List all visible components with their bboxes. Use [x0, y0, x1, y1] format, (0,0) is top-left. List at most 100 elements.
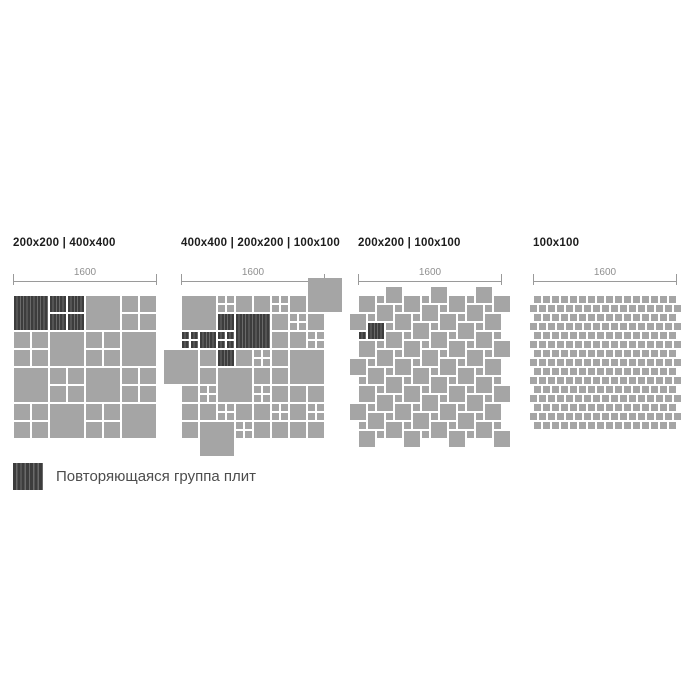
- tile: [485, 350, 492, 357]
- tile: [633, 422, 640, 429]
- tile: [86, 332, 102, 348]
- tile: [534, 314, 541, 321]
- tile: [431, 332, 447, 348]
- tile: [561, 314, 568, 321]
- tile: [583, 359, 591, 366]
- tile: [588, 386, 595, 393]
- tile: [413, 314, 420, 321]
- tile: [218, 404, 225, 411]
- dimension-tick-left: [533, 274, 534, 285]
- tile: [359, 341, 375, 357]
- tile: [664, 359, 672, 366]
- tile: [458, 413, 474, 429]
- tile: [281, 413, 288, 420]
- tile: [534, 386, 541, 393]
- tile: [209, 395, 216, 402]
- tile: [14, 332, 30, 348]
- tile: [660, 422, 667, 429]
- tile: [651, 350, 658, 357]
- tile: [565, 341, 573, 348]
- tile: [619, 395, 627, 402]
- tile: [543, 332, 550, 339]
- tile: [32, 350, 48, 366]
- tile: [236, 296, 252, 312]
- tile: [624, 314, 631, 321]
- tile: [655, 341, 663, 348]
- tile: [673, 413, 681, 420]
- tile: [218, 296, 225, 303]
- tile: [494, 341, 510, 357]
- tile: [570, 386, 577, 393]
- tile: [655, 413, 663, 420]
- tile: [579, 386, 586, 393]
- tile: [552, 368, 559, 375]
- tile: [32, 332, 48, 348]
- tile: [440, 350, 447, 357]
- tile: [543, 296, 550, 303]
- tile: [476, 323, 483, 330]
- tile: [646, 341, 654, 348]
- dimension-rule: [181, 281, 325, 282]
- tile: [583, 323, 591, 330]
- tile: [642, 386, 649, 393]
- tile: [646, 395, 654, 402]
- tile: [565, 395, 573, 402]
- tile: [122, 332, 156, 366]
- panel-400x400-200x200-100x100: 400x400 | 200x200 | 100x100 1600: [164, 237, 342, 456]
- tile: [561, 386, 568, 393]
- hatched-tile: [182, 341, 189, 348]
- hatched-tile: [359, 332, 366, 339]
- tile: [552, 422, 559, 429]
- tile: [440, 314, 456, 330]
- tile: [534, 368, 541, 375]
- tile: [395, 314, 411, 330]
- tile: [619, 341, 627, 348]
- tile: [561, 404, 568, 411]
- tile: [615, 314, 622, 321]
- tile: [669, 422, 676, 429]
- tile: [606, 350, 613, 357]
- tile: [467, 386, 474, 393]
- tile: [660, 404, 667, 411]
- dimension-tick-left: [358, 274, 359, 285]
- tile: [218, 368, 252, 402]
- tile: [122, 368, 138, 384]
- panel-title: 100x100: [533, 237, 580, 249]
- tile: [552, 350, 559, 357]
- tile: [597, 350, 604, 357]
- hatched-tile: [218, 350, 234, 366]
- tile: [290, 323, 297, 330]
- tile: [655, 377, 663, 384]
- tile: [386, 323, 393, 330]
- tile: [449, 431, 465, 447]
- tile: [440, 395, 447, 402]
- tile: [628, 305, 636, 312]
- tile: [610, 377, 618, 384]
- tile: [592, 377, 600, 384]
- tile: [534, 296, 541, 303]
- tile: [565, 323, 573, 330]
- tile: [664, 395, 672, 402]
- tile: [467, 395, 483, 411]
- tile: [272, 386, 288, 402]
- tile: [651, 332, 658, 339]
- tile: [610, 413, 618, 420]
- tile: [422, 395, 438, 411]
- tile: [597, 332, 604, 339]
- tile: [494, 377, 501, 384]
- tile: [413, 359, 420, 366]
- tile: [574, 359, 582, 366]
- tile: [556, 323, 564, 330]
- tile: [227, 296, 234, 303]
- dimension-line: 1600: [13, 267, 157, 286]
- tile: [218, 305, 225, 312]
- tile: [317, 341, 324, 348]
- tile: [254, 368, 270, 384]
- tile: [606, 314, 613, 321]
- tile: [263, 359, 270, 366]
- tile: [68, 368, 84, 384]
- tile: [458, 314, 465, 321]
- hatched-tile: [68, 296, 84, 312]
- tile: [534, 350, 541, 357]
- tile: [646, 359, 654, 366]
